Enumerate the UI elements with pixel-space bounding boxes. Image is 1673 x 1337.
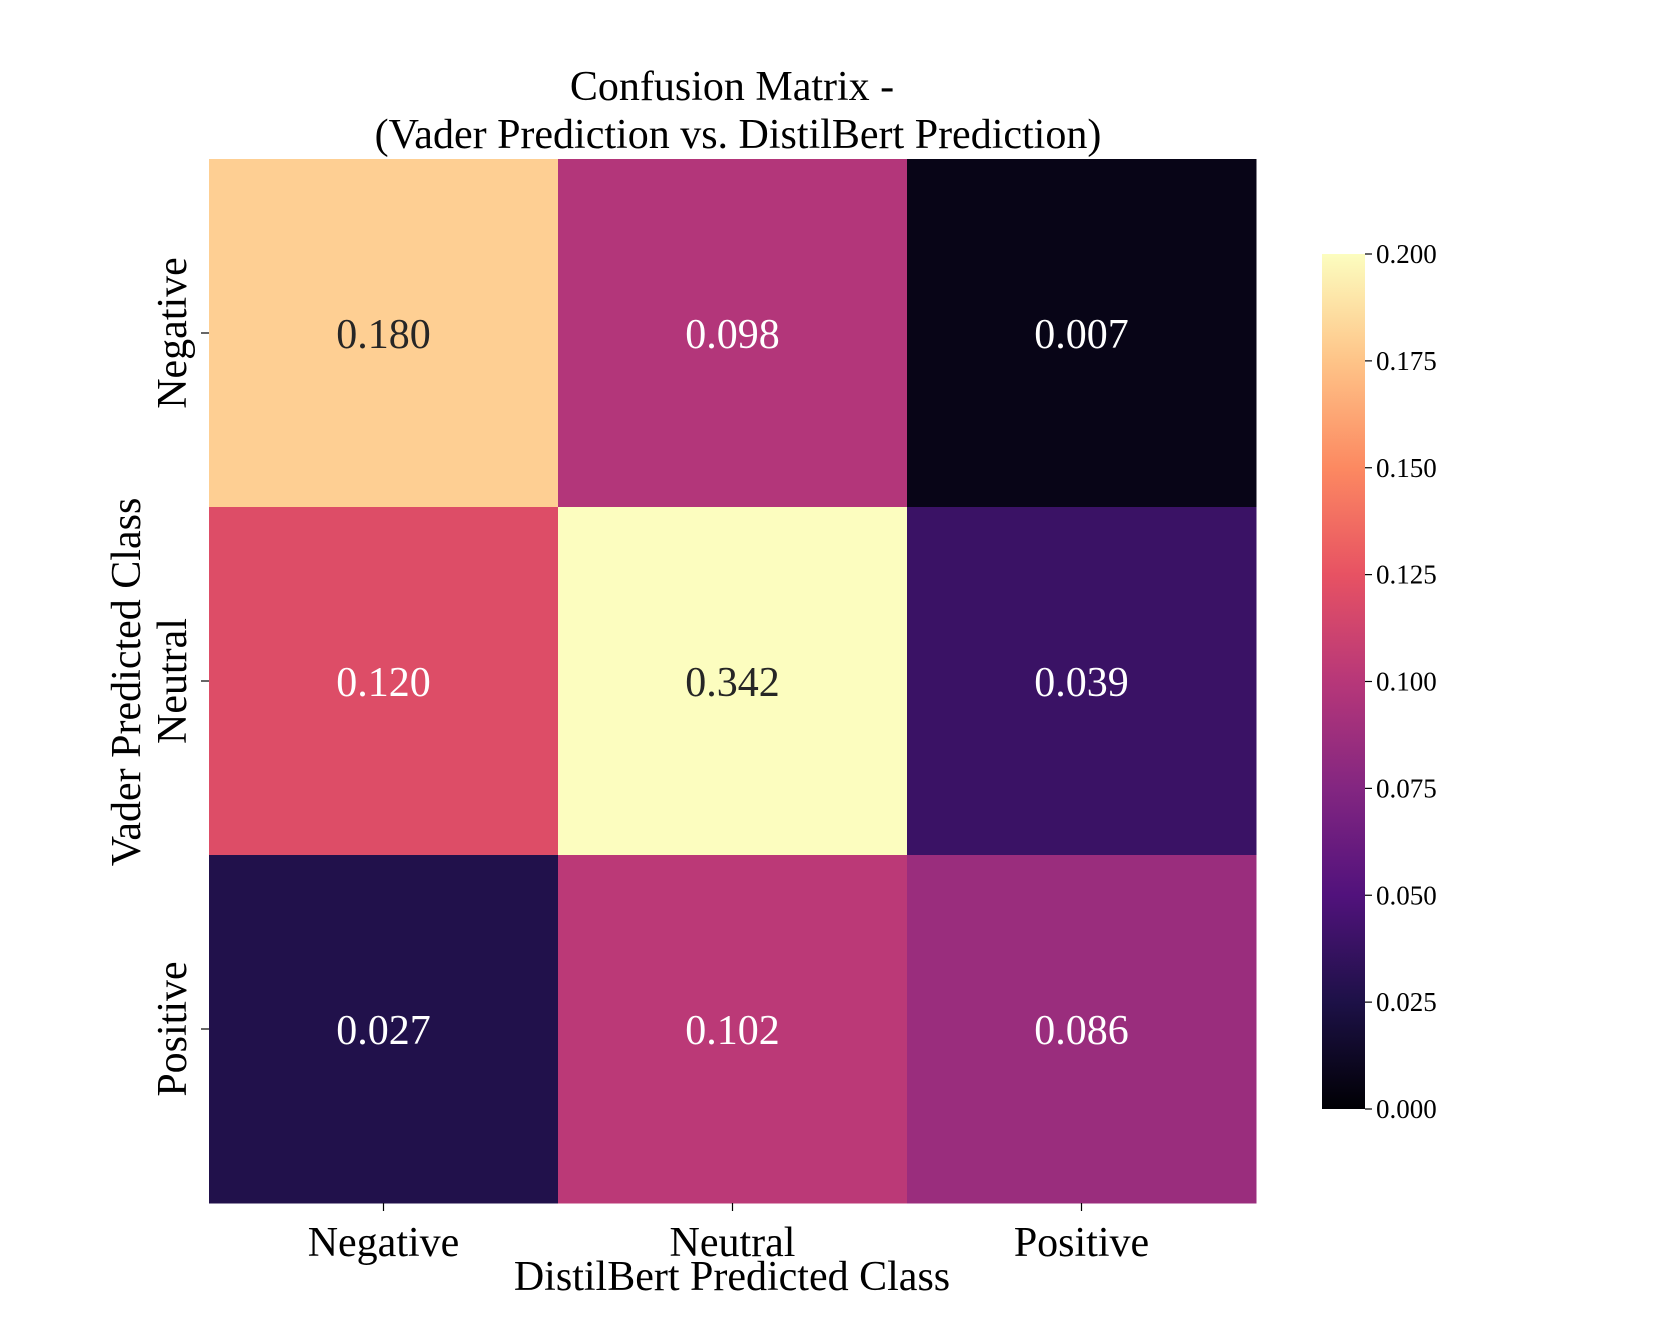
x-tick-label: Neutral	[670, 1220, 796, 1266]
colorbar-ticks: 0.000 0.025 0.050 0.075 0.100 0.125 0.150 0.175…	[1365, 239, 1437, 1124]
colorbar: 0.000 0.025 0.050 0.075 0.100 0.125 0.150 0.175…	[1322, 239, 1437, 1124]
y-tick-label: Negative	[150, 257, 196, 409]
heatmap-cell	[558, 855, 908, 1204]
colorbar-tick-label: 0.025	[1376, 987, 1437, 1017]
y-tick-label: Positive	[150, 961, 196, 1096]
x-axis-ticks: Negative Neutral Positive	[308, 1203, 1149, 1266]
heatmap-cell	[907, 159, 1257, 508]
colorbar-tick-label: 0.200	[1376, 239, 1437, 269]
cell-value-label: 0.027	[336, 1008, 431, 1054]
heatmap-cell	[209, 159, 559, 508]
heatmap-cells: 0.180 0.098 0.007 0.120 0.342 0.039 0.027 0.102…	[209, 159, 1257, 1204]
cell-value-label: 0.007	[1034, 312, 1129, 358]
colorbar-tick-label: 0.175	[1376, 346, 1437, 376]
x-axis-label: DistilBert Predicted Class	[514, 1254, 950, 1300]
y-tick-label: Neutral	[150, 618, 196, 744]
x-tick-label: Positive	[1014, 1220, 1149, 1266]
cell-value-label: 0.102	[685, 1008, 780, 1054]
colorbar-tick-label: 0.000	[1376, 1094, 1437, 1124]
cell-value-label: 0.098	[685, 312, 780, 358]
colorbar-tick-label: 0.125	[1376, 560, 1437, 590]
x-tick-label: Negative	[308, 1220, 460, 1266]
colorbar-tick-label: 0.100	[1376, 667, 1437, 697]
y-axis-label: Vader Predicted Class	[104, 498, 150, 867]
colorbar-gradient	[1322, 254, 1365, 1109]
y-axis-ticks: Negative Neutral Positive	[150, 257, 209, 1097]
cell-value-label: 0.342	[685, 660, 780, 706]
heatmap-cell	[907, 507, 1257, 856]
colorbar-tick-label: 0.075	[1376, 773, 1437, 803]
chart-title-line2: (Vader Prediction vs. DistilBert Predict…	[375, 112, 1102, 158]
chart-title-line1: Confusion Matrix -	[570, 64, 894, 110]
cell-value-label: 0.086	[1034, 1008, 1129, 1054]
cell-value-label: 0.120	[336, 660, 431, 706]
colorbar-tick-label: 0.150	[1376, 453, 1437, 483]
cell-value-label: 0.180	[336, 312, 431, 358]
cell-value-label: 0.039	[1034, 660, 1129, 706]
heatmap-cell	[558, 507, 908, 856]
heatmap-cell	[209, 507, 559, 856]
heatmap-cell	[558, 159, 908, 508]
heatmap-cell	[907, 855, 1257, 1204]
heatmap-cell	[209, 855, 559, 1204]
colorbar-tick-label: 0.050	[1376, 880, 1437, 910]
